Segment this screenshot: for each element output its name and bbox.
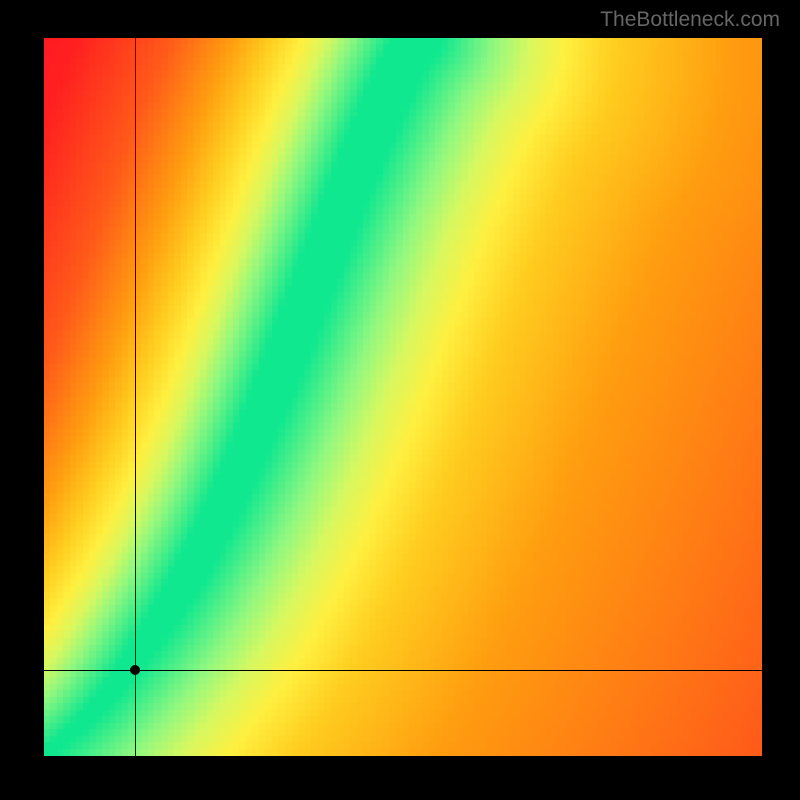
- crosshair-marker-point: [130, 665, 140, 675]
- heatmap-canvas: [44, 38, 762, 756]
- heatmap-plot: [44, 38, 762, 756]
- watermark-text: TheBottleneck.com: [600, 8, 780, 32]
- crosshair-vertical: [135, 0, 136, 800]
- crosshair-horizontal: [0, 670, 800, 671]
